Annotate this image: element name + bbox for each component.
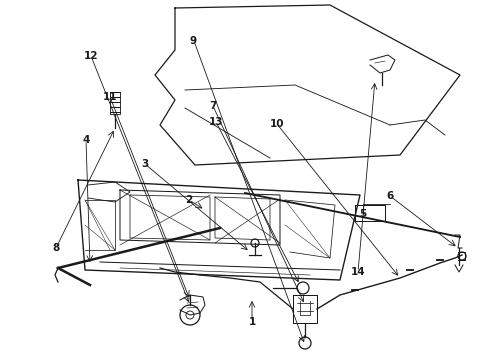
Text: 6: 6: [386, 191, 393, 201]
Text: 4: 4: [82, 135, 90, 145]
Text: 9: 9: [190, 36, 197, 46]
Text: 3: 3: [141, 159, 148, 169]
Text: 1: 1: [249, 317, 256, 327]
Text: 11: 11: [103, 92, 118, 102]
Text: 10: 10: [270, 119, 284, 129]
Text: 14: 14: [350, 267, 365, 277]
Text: 13: 13: [208, 117, 223, 127]
Text: 12: 12: [83, 51, 98, 61]
Text: 5: 5: [359, 209, 366, 219]
Text: 2: 2: [185, 195, 192, 205]
Text: 8: 8: [53, 243, 60, 253]
Text: 7: 7: [209, 101, 217, 111]
